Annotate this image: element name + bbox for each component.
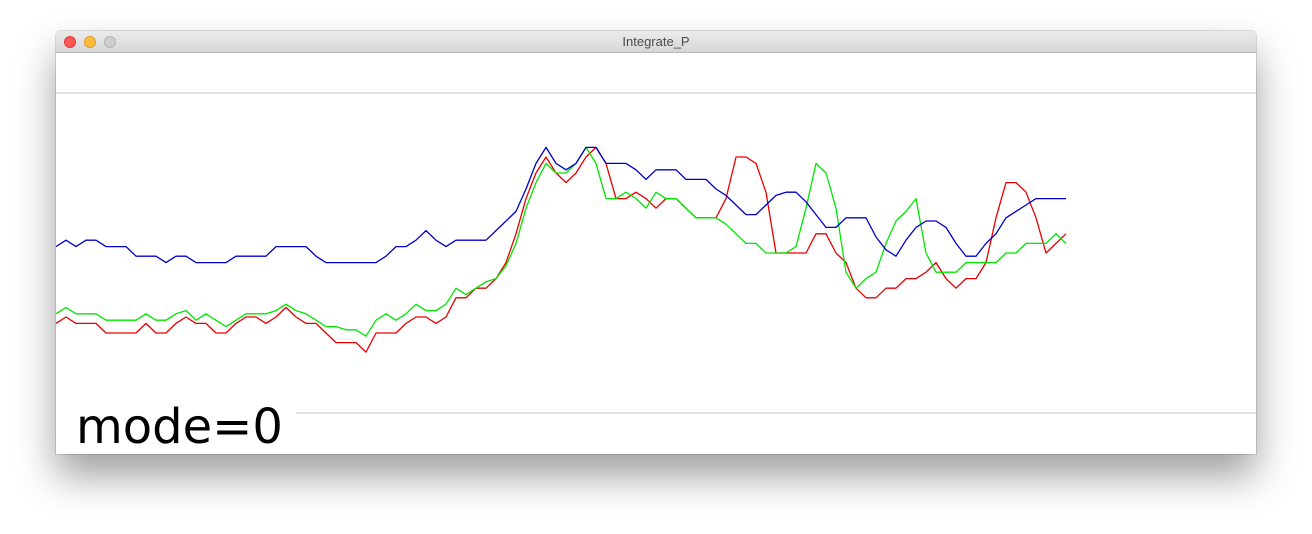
red-signal-line bbox=[56, 146, 1067, 353]
minimize-window-button[interactable] bbox=[84, 36, 96, 48]
window-title: Integrate_P bbox=[622, 34, 690, 49]
sketch-canvas[interactable]: mode=0 bbox=[56, 53, 1256, 454]
green-signal-line bbox=[56, 146, 1067, 337]
blue-signal-line bbox=[56, 146, 1066, 264]
mode-label: mode=0 bbox=[76, 399, 283, 454]
signal-plot bbox=[56, 92, 1256, 414]
close-window-button[interactable] bbox=[64, 36, 76, 48]
title-bar[interactable]: Integrate_P bbox=[56, 31, 1256, 53]
app-window: Integrate_P mode=0 bbox=[56, 31, 1256, 454]
zoom-window-button[interactable] bbox=[104, 36, 116, 48]
